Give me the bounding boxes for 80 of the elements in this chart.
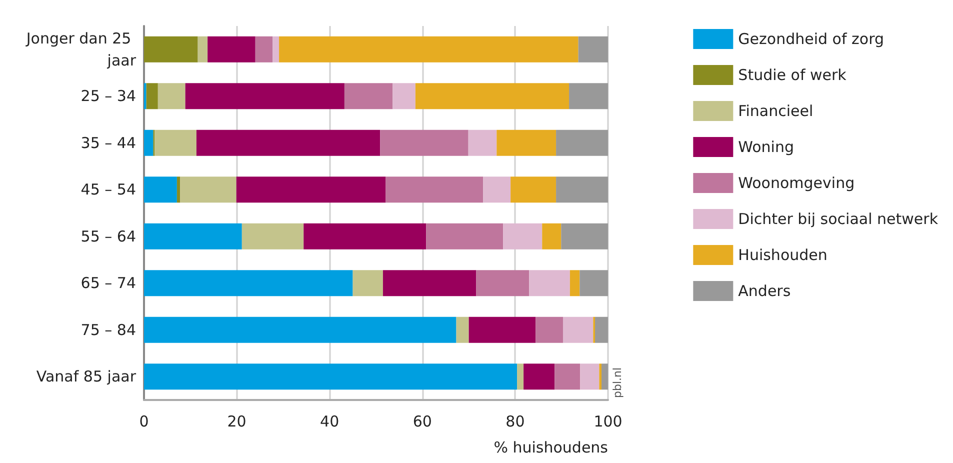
bar (483, 176, 511, 203)
bar (578, 36, 608, 62)
bar (599, 364, 602, 390)
x-tick-label: 60 (412, 412, 432, 430)
bar (255, 36, 273, 62)
legend-label: Studie of werk (738, 66, 847, 84)
bar (386, 176, 484, 203)
bar (344, 83, 393, 110)
bar (468, 130, 497, 156)
y-tick-label: Jonger dan 25 jaar (25, 29, 137, 70)
bar (144, 316, 456, 343)
bar (542, 223, 562, 250)
bar (496, 130, 556, 156)
bar (415, 83, 570, 110)
bar (304, 223, 426, 250)
y-tick-label: 65 – 74 (80, 274, 136, 292)
bar (279, 36, 578, 62)
bar (468, 316, 536, 343)
legend-label: Financieel (738, 102, 814, 120)
bar (242, 223, 304, 250)
bar (185, 83, 344, 110)
x-tick-label: 100 (594, 412, 622, 430)
y-tick-label: Vanaf 85 jaar (36, 368, 137, 386)
bar (144, 223, 242, 250)
bar (180, 176, 236, 203)
bar (144, 364, 518, 390)
legend-label: Dichter bij sociaal netwerk (738, 210, 938, 228)
bar (556, 176, 608, 203)
bar (456, 316, 469, 343)
x-tick-label: 80 (506, 412, 525, 430)
bar (158, 83, 186, 110)
legend-label: Anders (738, 282, 791, 300)
y-tick-label: 75 – 84 (80, 320, 136, 339)
x-tick-label: 40 (320, 412, 340, 430)
bar (382, 270, 476, 296)
bar (580, 270, 608, 296)
bar (524, 364, 555, 390)
legend-label: Gezondheid of zorg (738, 30, 884, 48)
bar (176, 176, 180, 203)
bar (144, 176, 177, 203)
bar (556, 130, 608, 156)
legend-label: Woning (738, 138, 794, 156)
bar (144, 36, 198, 62)
bar (144, 130, 154, 156)
x-axis-title: % huishoudens (494, 438, 608, 456)
bar (426, 223, 504, 250)
bar (569, 83, 608, 110)
bar (272, 36, 280, 62)
bar (536, 316, 563, 343)
bar (580, 364, 600, 390)
y-tick-label: 35 – 44 (80, 134, 136, 152)
bar (517, 364, 524, 390)
bar (570, 270, 580, 296)
bar (510, 176, 556, 203)
bar (196, 130, 380, 156)
bar (602, 364, 608, 390)
bar (380, 130, 468, 156)
bar (392, 83, 416, 110)
x-tick-label: 0 (139, 412, 149, 430)
bar (554, 364, 580, 390)
bar (208, 36, 256, 62)
bar (236, 176, 386, 203)
bar (352, 270, 383, 296)
text: pbl.nl (611, 367, 624, 398)
bar (595, 316, 608, 343)
bar (476, 270, 530, 296)
bar (146, 83, 158, 110)
y-tick-label: 55 – 64 (80, 227, 136, 246)
bar (562, 316, 594, 343)
x-tick-label: 20 (227, 412, 246, 430)
bar (561, 223, 608, 250)
y-tick-label: 25 – 34 (80, 87, 136, 106)
legend-label: Huishouden (738, 246, 828, 264)
y-tick-label: 45 – 54 (80, 180, 136, 199)
bar (529, 270, 570, 296)
bar (198, 36, 208, 62)
bar (503, 223, 542, 250)
bar (144, 270, 353, 296)
legend-label: Woonomgeving (738, 174, 855, 192)
bar (154, 130, 196, 156)
